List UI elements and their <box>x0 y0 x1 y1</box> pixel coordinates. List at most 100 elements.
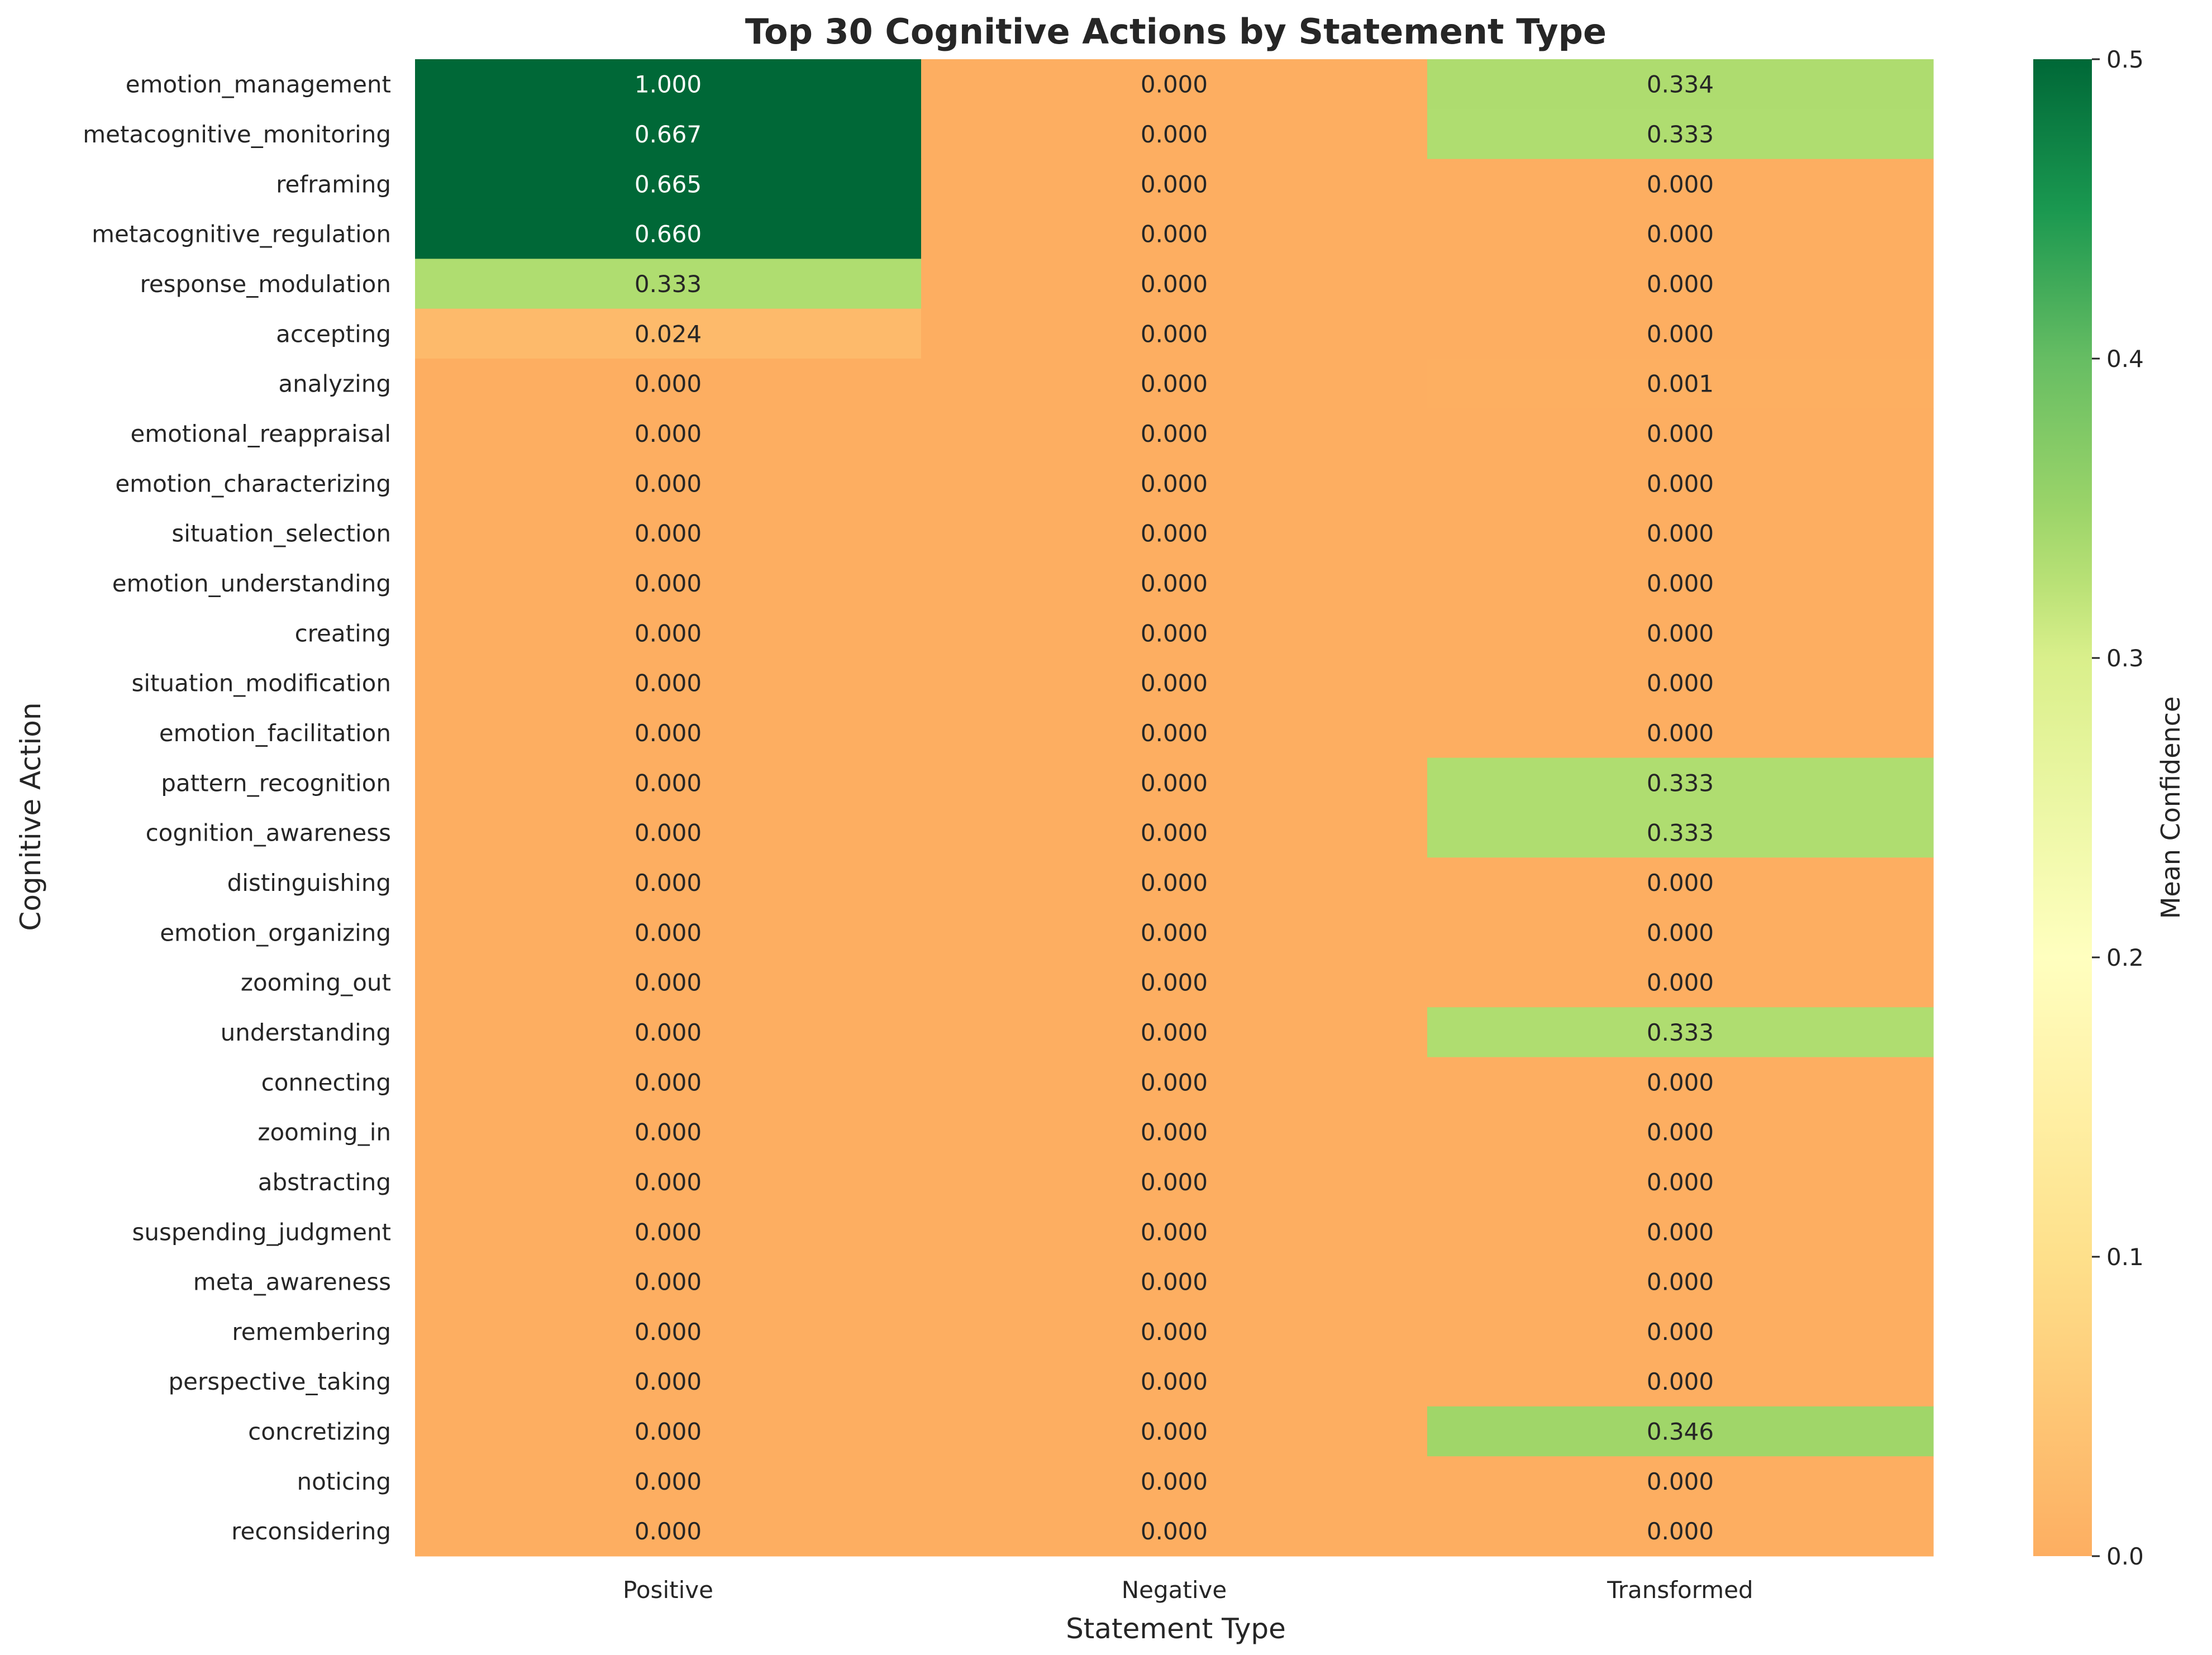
heatmap-cell-value: 0.000 <box>1647 170 1714 198</box>
heatmap-cell-value: 0.000 <box>1647 420 1714 447</box>
heatmap-cell <box>1427 458 1934 509</box>
heatmap-cell <box>921 608 1428 659</box>
heatmap-cell-value: 0.000 <box>1141 819 1208 847</box>
heatmap-cell-value: 0.000 <box>1141 1119 1208 1146</box>
y-tick-label: noticing <box>297 1468 392 1495</box>
colorbar-tick-label: 0.0 <box>2106 1543 2144 1570</box>
heatmap-cell-value: 0.000 <box>1141 1468 1208 1495</box>
heatmap-cell-value: 0.000 <box>1141 919 1208 946</box>
colorbar-tick-label: 0.5 <box>2106 46 2144 73</box>
heatmap-cell-value: 0.000 <box>1647 1218 1714 1246</box>
heatmap-cell-value: 0.000 <box>635 1418 702 1446</box>
heatmap-cell-value: 0.346 <box>1647 1418 1714 1446</box>
heatmap-cell-value: 0.000 <box>1141 1069 1208 1096</box>
heatmap-cell-value: 0.000 <box>1141 1318 1208 1346</box>
y-tick-label: emotion_organizing <box>160 919 391 946</box>
heatmap-cell-value: 0.000 <box>1647 619 1714 647</box>
heatmap-cell-value: 0.000 <box>1647 1318 1714 1346</box>
heatmap-cell <box>1427 1506 1934 1557</box>
colorbar-tick-label: 0.1 <box>2106 1243 2144 1271</box>
heatmap-cell <box>415 757 922 808</box>
heatmap-cell <box>921 1306 1428 1357</box>
heatmap-cell <box>921 159 1428 209</box>
heatmap-cell <box>415 1106 922 1157</box>
heatmap-cell <box>921 1406 1428 1457</box>
y-tick-label: situation_selection <box>171 520 391 547</box>
colorbar-ticks: 0.0 0.1 0.2 0.3 0.4 0.5 <box>2092 46 2144 1570</box>
heatmap-cell <box>415 857 922 908</box>
heatmap-cell <box>921 957 1428 1008</box>
heatmap-cell-value: 0.024 <box>635 320 702 347</box>
heatmap-cell <box>1427 1106 1934 1157</box>
heatmap-cell-value: 0.000 <box>1647 520 1714 547</box>
heatmap-cell <box>1427 558 1934 609</box>
y-tick-label: zooming_out <box>241 969 391 996</box>
heatmap-cell <box>1427 657 1934 708</box>
y-tick-label: pattern_recognition <box>161 769 391 797</box>
heatmap-cell <box>415 1057 922 1108</box>
heatmap-cell <box>1427 1456 1934 1507</box>
heatmap-cell <box>415 508 922 559</box>
y-tick-label: accepting <box>276 320 391 347</box>
heatmap-cell <box>415 1007 922 1058</box>
heatmap-cell-value: 0.000 <box>635 769 702 797</box>
heatmap-cell-value: 0.333 <box>1647 121 1714 148</box>
heatmap-cell <box>415 458 922 509</box>
heatmap-cell-value: 0.334 <box>1647 71 1714 98</box>
heatmap-cell <box>415 59 922 109</box>
heatmap-cell-value: 0.000 <box>1141 969 1208 996</box>
heatmap-cell <box>1427 1157 1934 1208</box>
heatmap-cell <box>415 657 922 708</box>
heatmap-cell-value: 0.000 <box>635 570 702 597</box>
heatmap-cell-value: 0.000 <box>1141 1418 1208 1446</box>
heatmap-cell-value: 0.000 <box>1647 1069 1714 1096</box>
heatmap-cell <box>1427 308 1934 359</box>
heatmap-cell <box>1427 508 1934 559</box>
chart-title: Top 30 Cognitive Actions by Statement Ty… <box>745 11 1606 52</box>
heatmap-cell-value: 0.000 <box>1141 670 1208 697</box>
heatmap-cell-value: 0.000 <box>635 1318 702 1346</box>
heatmap-cell <box>921 358 1428 409</box>
y-tick-label: concretizing <box>248 1418 391 1446</box>
y-tick-label: understanding <box>221 1019 391 1046</box>
heatmap-cell <box>415 1506 922 1557</box>
heatmap-cell-value: 0.000 <box>635 1119 702 1146</box>
y-tick-label: reframing <box>276 170 391 198</box>
heatmap-cell <box>1427 208 1934 259</box>
heatmap-cell-labels: 1.000 0.000 0.334 0.667 0.000 0.333 0.665 0.000… <box>635 71 1714 1546</box>
heatmap-cell <box>415 1256 922 1307</box>
heatmap-cell-value: 0.000 <box>1141 270 1208 298</box>
heatmap-cell-value: 0.000 <box>635 919 702 946</box>
heatmap-cell-value: 0.000 <box>635 869 702 896</box>
heatmap-cell-value: 0.000 <box>635 420 702 447</box>
heatmap-cell-value: 0.000 <box>1647 221 1714 248</box>
heatmap-cell <box>415 109 922 160</box>
heatmap-cell <box>921 1256 1428 1307</box>
x-axis-label: Statement Type <box>1066 1613 1286 1645</box>
heatmap-cell-value: 0.000 <box>1141 1019 1208 1046</box>
heatmap-cell-value: 0.000 <box>635 1468 702 1495</box>
y-tick-label: cognition_awareness <box>146 819 391 847</box>
x-tick-label: Negative <box>1122 1576 1227 1604</box>
x-tick-label: Transformed <box>1606 1576 1753 1604</box>
y-tick-label: perspective_taking <box>168 1368 391 1395</box>
heatmap-cell <box>921 1057 1428 1108</box>
heatmap-cell-value: 0.000 <box>635 969 702 996</box>
heatmap-cell-value: 0.000 <box>1141 1168 1208 1196</box>
heatmap-cell <box>415 259 922 309</box>
heatmap-cell-value: 0.000 <box>1141 719 1208 747</box>
y-tick-label: response_modulation <box>140 270 391 298</box>
heatmap-cell <box>921 757 1428 808</box>
heatmap-cell <box>1427 907 1934 958</box>
heatmap-cell-value: 0.000 <box>1141 71 1208 98</box>
heatmap-cell <box>921 907 1428 958</box>
y-tick-label: analyzing <box>278 370 391 398</box>
heatmap-cell-value: 0.000 <box>1141 170 1208 198</box>
heatmap-cell <box>921 408 1428 459</box>
heatmap-cell-value: 0.660 <box>635 221 702 248</box>
heatmap-cell-value: 0.000 <box>1647 320 1714 347</box>
heatmap-cell <box>415 957 922 1008</box>
heatmap-cell <box>1427 957 1934 1008</box>
heatmap-cell <box>1427 1256 1934 1307</box>
